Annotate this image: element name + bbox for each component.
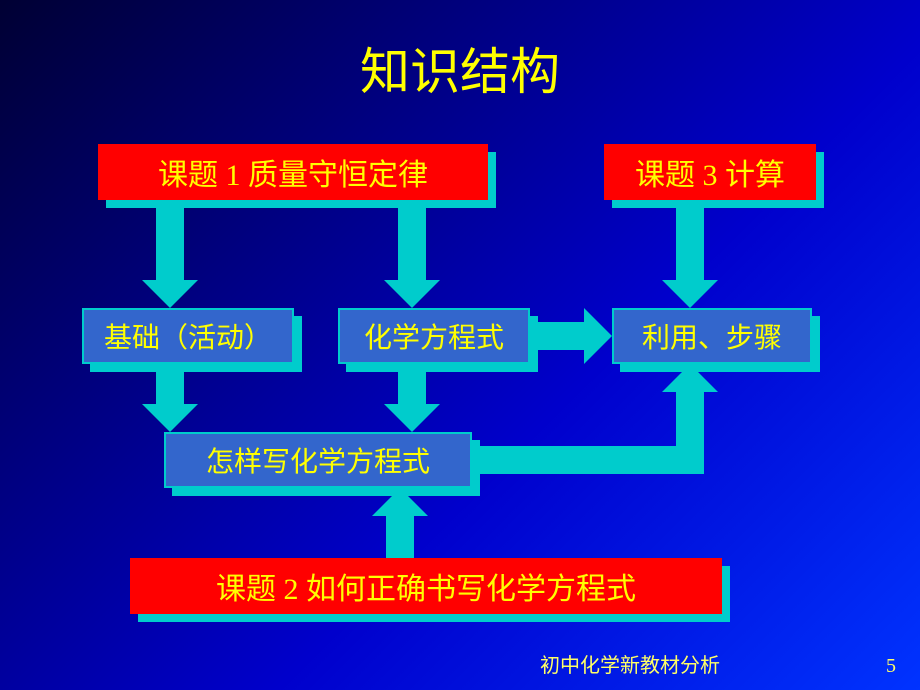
page-number: 5 <box>886 655 896 678</box>
box-basis: 基础（活动） <box>82 308 302 372</box>
arrow-down-0 <box>142 200 198 308</box>
title-text: 知识结构 <box>360 44 560 100</box>
box-main-formula: 化学方程式 <box>338 308 530 364</box>
arrow-down-1 <box>384 200 440 308</box>
arrow-down-2 <box>662 200 718 308</box>
box-main-topic3: 课题 3 计算 <box>604 144 816 200</box>
box-topic1: 课题 1 质量守恒定律 <box>98 144 496 208</box>
box-usage: 利用、步骤 <box>612 308 820 372</box>
box-main-howto: 怎样写化学方程式 <box>164 432 472 488</box>
connector-v-0 <box>676 392 704 474</box>
footer-text: 初中化学新教材分析 <box>540 649 720 678</box>
box-main-topic2: 课题 2 如何正确书写化学方程式 <box>130 558 722 614</box>
box-main-usage: 利用、步骤 <box>612 308 812 364</box>
arrow-down-4 <box>384 364 440 432</box>
box-topic3: 课题 3 计算 <box>604 144 824 208</box>
box-howto: 怎样写化学方程式 <box>164 432 480 496</box>
arrow-up-0 <box>372 488 428 558</box>
box-main-basis: 基础（活动） <box>82 308 294 364</box>
arrow-down-3 <box>142 364 198 432</box>
page-title: 知识结构 <box>360 32 560 104</box>
footer-label: 初中化学新教材分析 <box>540 655 720 677</box>
box-formula: 化学方程式 <box>338 308 538 372</box>
box-main-topic1: 课题 1 质量守恒定律 <box>98 144 488 200</box>
connector-h-0 <box>472 446 704 474</box>
box-topic2: 课题 2 如何正确书写化学方程式 <box>130 558 730 622</box>
arrow-right-0 <box>530 308 612 364</box>
